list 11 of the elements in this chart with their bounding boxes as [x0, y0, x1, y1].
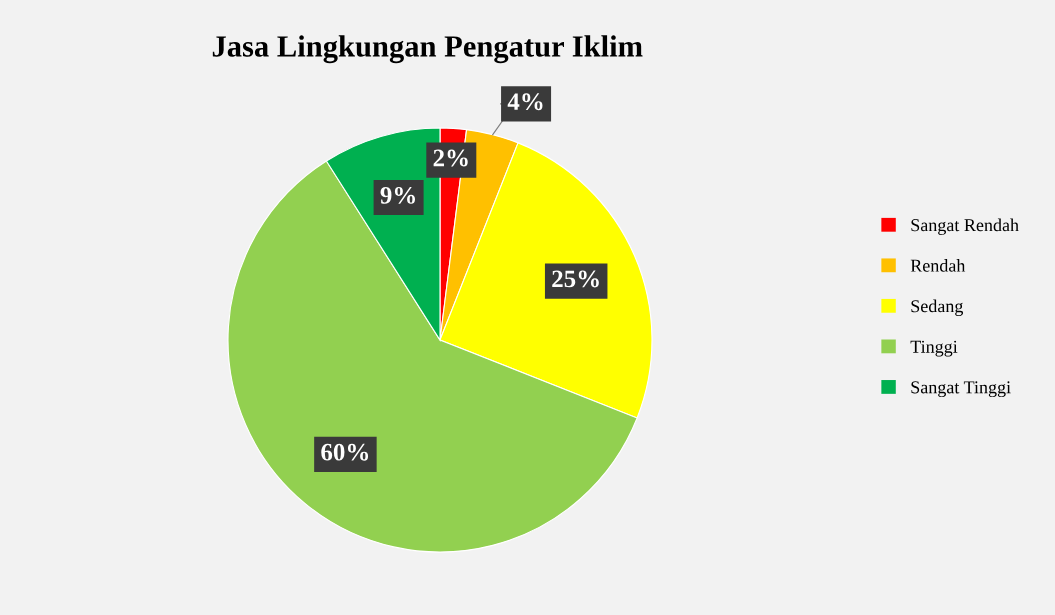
legend-label: Sangat Rendah [911, 218, 1019, 235]
data-label: 2% [433, 149, 468, 167]
legend-label: Sedang [911, 299, 964, 317]
data-label: 4% [507, 93, 543, 111]
chart-title: Jasa Lingkungan Pengatur Iklim [212, 35, 643, 64]
legend-label: Rendah [910, 259, 966, 272]
legend-label: Sangat Tinggi [911, 381, 1011, 398]
legend-label: Tinggi [910, 340, 958, 357]
data-label: 9% [380, 186, 415, 204]
data-label: 25% [552, 270, 599, 288]
data-label: 60% [321, 443, 369, 461]
